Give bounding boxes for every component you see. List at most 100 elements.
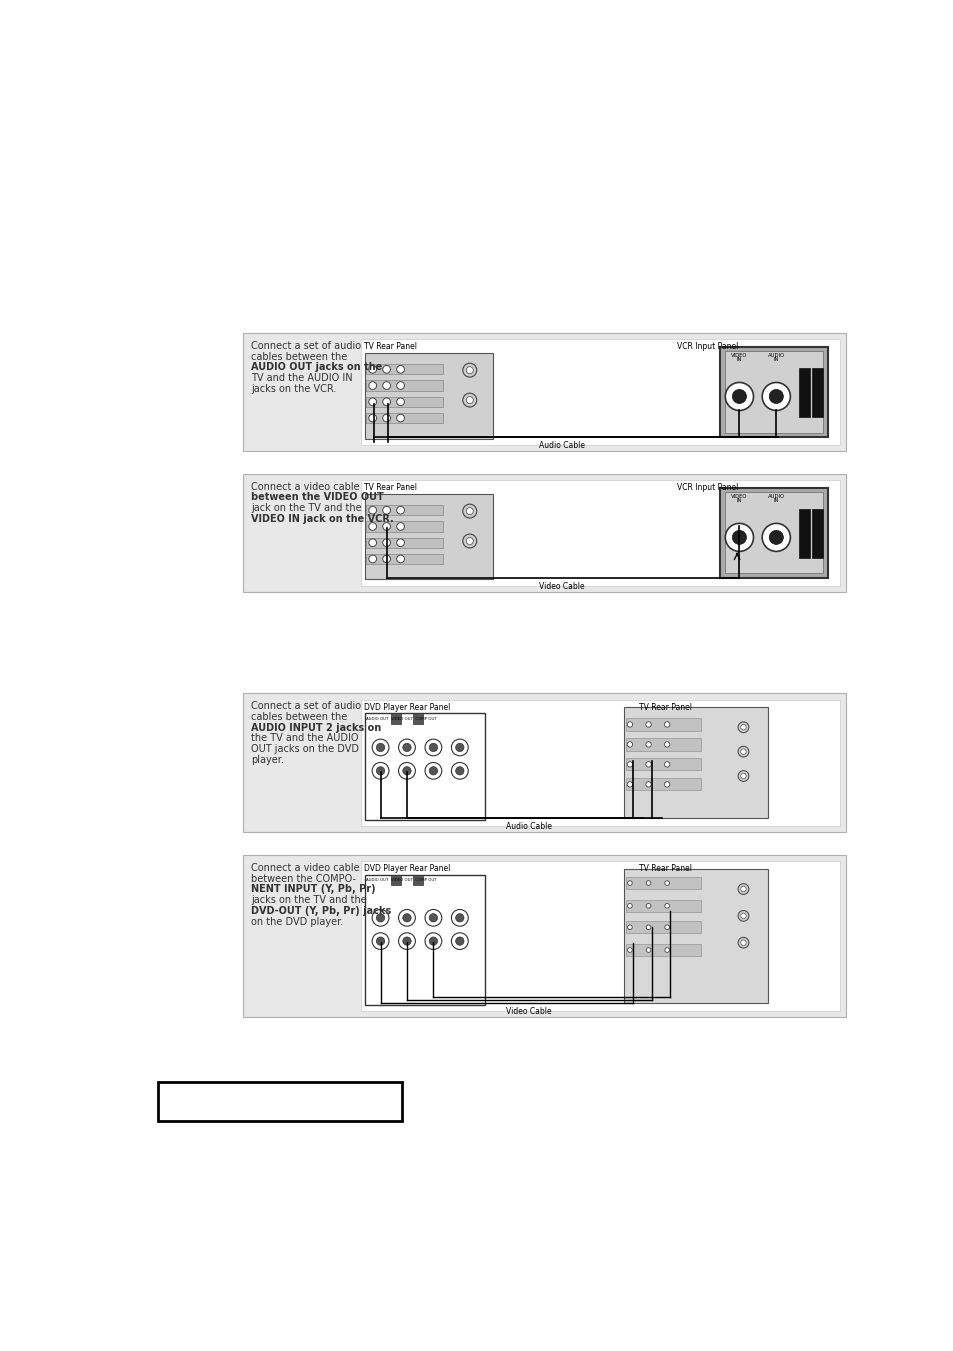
Circle shape	[402, 743, 411, 751]
Text: VIDEO: VIDEO	[730, 353, 747, 358]
Text: OUT jacks on the DVD: OUT jacks on the DVD	[251, 744, 358, 754]
Circle shape	[724, 523, 753, 551]
Circle shape	[740, 773, 745, 778]
Bar	[811, 367, 822, 417]
Text: AUDIO OUT  VIDEO OUT  COMP OUT: AUDIO OUT VIDEO OUT COMP OUT	[366, 716, 436, 720]
Text: between the COMPO-: between the COMPO-	[251, 874, 355, 884]
Bar	[799, 367, 809, 417]
Bar	[360, 862, 840, 1011]
Circle shape	[429, 766, 437, 775]
Bar	[625, 944, 700, 957]
Circle shape	[645, 925, 650, 929]
Circle shape	[369, 507, 376, 515]
Circle shape	[738, 911, 748, 921]
Bar	[625, 921, 700, 934]
Circle shape	[372, 932, 389, 950]
Text: cables between the: cables between the	[251, 712, 347, 721]
Circle shape	[375, 743, 384, 751]
Circle shape	[424, 739, 441, 755]
Circle shape	[369, 415, 376, 422]
Circle shape	[664, 762, 669, 767]
Circle shape	[626, 742, 632, 747]
Circle shape	[740, 724, 745, 730]
Text: DVD Player Rear Panel: DVD Player Rear Panel	[364, 703, 450, 712]
Circle shape	[375, 938, 384, 946]
Circle shape	[402, 766, 411, 775]
Text: jack on the TV and the: jack on the TV and the	[251, 503, 361, 513]
Text: IN: IN	[773, 497, 779, 503]
Text: TV Rear Panel: TV Rear Panel	[639, 703, 691, 712]
Circle shape	[369, 382, 376, 389]
Circle shape	[664, 742, 669, 747]
Circle shape	[402, 913, 411, 921]
Bar	[366, 538, 443, 549]
Circle shape	[740, 886, 745, 892]
Circle shape	[645, 904, 650, 908]
Text: jacks on the TV and the: jacks on the TV and the	[251, 896, 366, 905]
Circle shape	[382, 507, 390, 515]
Circle shape	[456, 913, 463, 921]
Circle shape	[382, 366, 390, 373]
Circle shape	[627, 925, 632, 929]
Bar	[391, 713, 400, 724]
Circle shape	[724, 382, 753, 411]
Text: between the VIDEO OUT: between the VIDEO OUT	[251, 493, 383, 503]
Text: Connect a set of audio: Connect a set of audio	[251, 701, 361, 711]
Text: player.: player.	[251, 755, 284, 765]
Circle shape	[375, 766, 384, 775]
Text: the TV and the AUDIO: the TV and the AUDIO	[251, 734, 358, 743]
Circle shape	[664, 881, 669, 885]
Circle shape	[738, 884, 748, 894]
Circle shape	[761, 382, 790, 411]
Bar	[366, 397, 443, 407]
Circle shape	[382, 539, 390, 547]
Circle shape	[396, 399, 404, 405]
Bar	[366, 381, 443, 390]
Bar	[724, 492, 822, 573]
Circle shape	[372, 909, 389, 927]
Circle shape	[429, 938, 437, 946]
Circle shape	[462, 534, 476, 549]
Circle shape	[664, 782, 669, 788]
Text: TV and the AUDIO IN: TV and the AUDIO IN	[251, 373, 353, 384]
Circle shape	[645, 762, 651, 767]
Circle shape	[424, 909, 441, 927]
Circle shape	[645, 721, 651, 727]
Circle shape	[424, 932, 441, 950]
Text: TV Rear Panel: TV Rear Panel	[364, 484, 416, 492]
Circle shape	[382, 415, 390, 422]
Text: cables between the: cables between the	[251, 351, 347, 362]
Circle shape	[424, 762, 441, 780]
Bar	[243, 474, 845, 592]
Circle shape	[462, 393, 476, 407]
Circle shape	[732, 531, 745, 544]
Circle shape	[382, 382, 390, 389]
Bar	[625, 739, 700, 751]
Bar	[366, 365, 443, 374]
Circle shape	[738, 770, 748, 781]
Text: IN: IN	[773, 357, 779, 362]
Bar	[799, 508, 809, 558]
Circle shape	[664, 721, 669, 727]
Circle shape	[645, 881, 650, 885]
Circle shape	[738, 746, 748, 757]
Circle shape	[396, 382, 404, 389]
Circle shape	[627, 881, 632, 885]
Bar	[366, 505, 443, 515]
Bar	[158, 1082, 402, 1121]
Circle shape	[664, 925, 669, 929]
Circle shape	[626, 762, 632, 767]
Circle shape	[740, 940, 745, 946]
Circle shape	[369, 523, 376, 531]
Circle shape	[396, 415, 404, 422]
Circle shape	[732, 389, 745, 404]
Circle shape	[398, 909, 415, 927]
Bar	[243, 693, 845, 832]
Bar	[365, 353, 493, 439]
Circle shape	[372, 739, 389, 755]
Text: IN: IN	[736, 357, 741, 362]
Circle shape	[396, 555, 404, 563]
Text: jacks on the VCR.: jacks on the VCR.	[251, 384, 336, 394]
Text: AUDIO OUT jacks on the: AUDIO OUT jacks on the	[251, 362, 382, 373]
Bar	[811, 508, 822, 558]
